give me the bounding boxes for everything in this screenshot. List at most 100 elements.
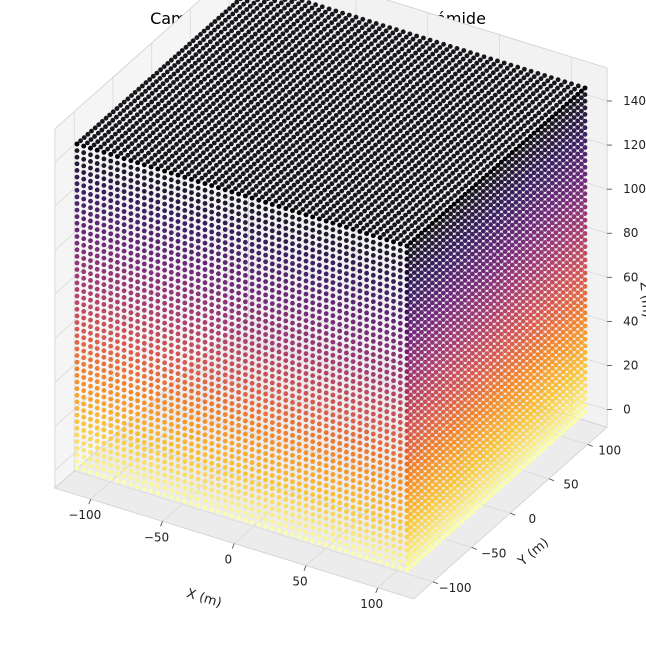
scatter-point <box>249 506 255 512</box>
scatter-point <box>557 194 562 199</box>
scatter-point <box>101 156 107 162</box>
scatter-point <box>404 389 410 394</box>
scatter-point <box>466 440 472 445</box>
scatter-point <box>377 460 383 465</box>
scatter-point <box>269 327 275 333</box>
scatter-point <box>528 226 533 232</box>
scatter-point <box>448 456 453 461</box>
scatter-point <box>517 434 522 440</box>
scatter-point <box>290 472 295 478</box>
scatter-point <box>433 442 439 448</box>
scatter-point <box>101 401 107 406</box>
scatter-point <box>560 257 566 262</box>
scatter-point <box>357 262 363 267</box>
scatter-point <box>74 406 80 411</box>
scatter-point <box>535 259 541 265</box>
scatter-point <box>448 317 453 323</box>
scatter-point <box>323 251 329 257</box>
scatter-point <box>433 482 439 488</box>
scatter-point <box>542 154 548 159</box>
scatter-point <box>384 349 390 355</box>
scatter-point <box>488 367 493 373</box>
scatter-point <box>330 432 336 438</box>
scatter-point <box>276 356 282 361</box>
scatter-point <box>148 329 154 335</box>
scatter-point <box>337 242 343 248</box>
scatter-point <box>408 425 413 431</box>
scatter-point <box>568 124 573 130</box>
scatter-point <box>575 184 581 190</box>
scatter-point <box>202 194 208 200</box>
scatter-point <box>115 378 120 384</box>
scatter-point <box>209 282 215 288</box>
scatter-point <box>582 250 588 256</box>
scatter-point <box>216 350 221 356</box>
scatter-point <box>477 357 483 363</box>
scatter-point <box>549 412 555 417</box>
scatter-point <box>440 475 446 481</box>
scatter-point <box>531 263 537 268</box>
scatter-point <box>419 382 424 388</box>
scatter-point <box>94 319 100 325</box>
scatter-point <box>473 367 479 373</box>
scatter-point <box>440 303 446 309</box>
scatter-point <box>88 317 93 323</box>
scatter-point <box>317 428 322 433</box>
scatter-point <box>115 180 120 186</box>
scatter-point <box>535 154 541 159</box>
scatter-point <box>448 357 453 362</box>
scatter-point <box>263 246 268 252</box>
scatter-point <box>303 344 309 350</box>
scatter-point <box>557 253 562 259</box>
scatter-point <box>528 173 533 179</box>
scatter-point <box>455 383 461 389</box>
scatter-point <box>495 262 501 267</box>
scatter-point <box>546 428 552 434</box>
scatter-point <box>509 467 515 473</box>
scatter-point <box>397 320 403 326</box>
scatter-point <box>162 400 168 405</box>
scatter-point <box>568 197 573 203</box>
scatter-point <box>155 239 161 245</box>
scatter-point <box>470 443 475 449</box>
scatter-point <box>155 331 161 337</box>
scatter-point <box>88 390 93 396</box>
scatter-point <box>473 334 479 340</box>
scatter-point <box>571 187 577 193</box>
scatter-point <box>88 436 93 442</box>
scatter-point <box>202 419 208 424</box>
scatter-point <box>115 292 120 298</box>
scatter-point <box>249 433 255 439</box>
scatter-point <box>283 464 289 469</box>
scatter-point <box>513 213 519 218</box>
scatter-point <box>444 241 450 247</box>
scatter-point <box>323 331 329 336</box>
scatter-point <box>433 270 439 276</box>
scatter-point <box>531 236 537 242</box>
scatter-point <box>175 450 181 456</box>
scatter-point <box>370 517 376 523</box>
scatter-point <box>81 322 87 327</box>
scatter-point <box>263 352 268 357</box>
scatter-point <box>455 205 461 210</box>
scatter-point <box>195 456 201 462</box>
scatter-point <box>575 171 581 177</box>
scatter-point <box>440 409 446 415</box>
scatter-point <box>81 335 87 341</box>
scatter-point <box>506 338 512 344</box>
scatter-point <box>495 248 501 254</box>
scatter-point <box>499 219 504 225</box>
scatter-point <box>141 407 147 412</box>
scatter-point <box>384 541 390 547</box>
scatter-point <box>491 457 497 462</box>
scatter-point <box>517 183 522 189</box>
scatter-point <box>444 452 450 458</box>
scatter-point <box>162 479 168 485</box>
scatter-point <box>182 406 188 412</box>
scatter-point <box>74 459 80 464</box>
scatter-point <box>564 108 570 114</box>
scatter-point <box>422 478 428 484</box>
scatter-point <box>535 233 541 239</box>
scatter-point <box>459 433 464 439</box>
scatter-point <box>513 193 519 199</box>
